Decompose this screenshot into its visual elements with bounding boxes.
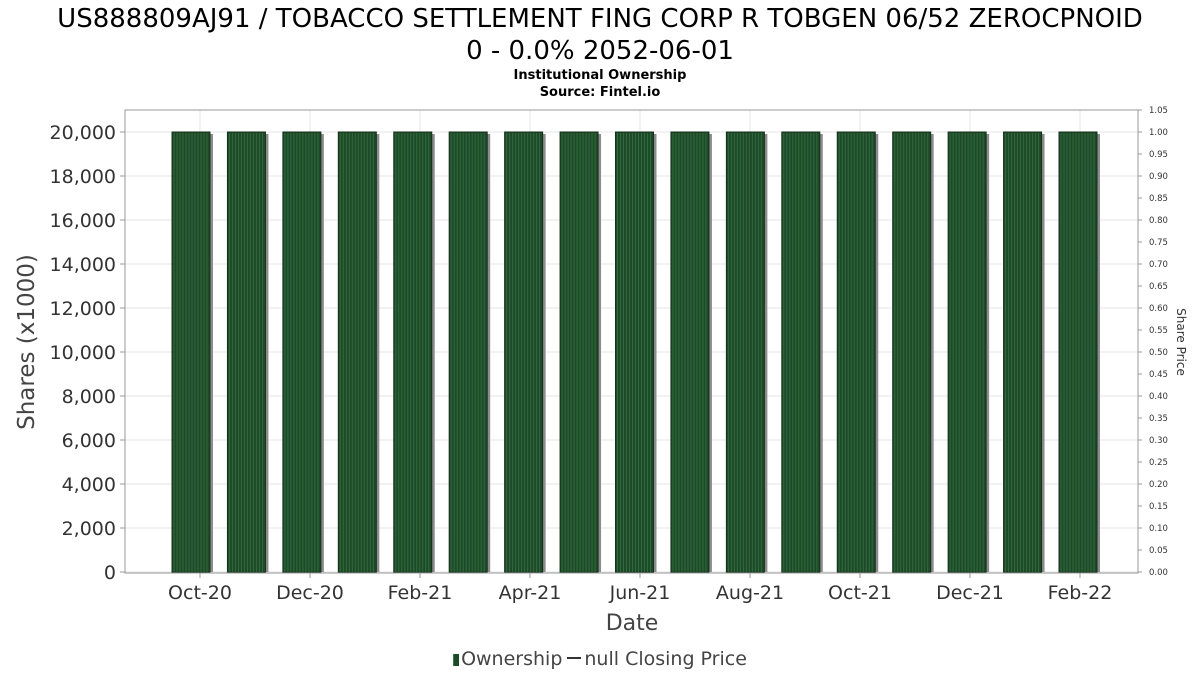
y-tick-label: 8,000 bbox=[62, 386, 116, 408]
y-tick-label: 2,000 bbox=[62, 518, 116, 540]
chart-source: Source: Fintel.io bbox=[539, 85, 661, 100]
y-tick-label: 14,000 bbox=[50, 254, 116, 276]
y2-axis-label: Share Price bbox=[1174, 308, 1188, 376]
y-axis-label: Shares (x1000) bbox=[14, 254, 40, 430]
ownership-bar bbox=[892, 131, 932, 573]
price-legend-label: null Closing Price bbox=[584, 648, 747, 670]
ownership-bar bbox=[226, 131, 266, 573]
ownership-bar bbox=[670, 131, 710, 573]
y-axis-ticks: 0 2,000 4,000 6,000 8,000 10,000 12,000 14,000 1… bbox=[50, 122, 125, 584]
ownership-bar bbox=[615, 131, 654, 573]
chart-legend: Ownership null Closing Price bbox=[0, 647, 1200, 671]
y-tick-label: 0 bbox=[104, 562, 116, 584]
ownership-bar bbox=[171, 131, 211, 573]
y-tick-label: 10,000 bbox=[50, 342, 116, 364]
chart-subtitle: Institutional Ownership bbox=[513, 68, 687, 83]
ownership-bar bbox=[1058, 131, 1098, 573]
ownership-bar bbox=[559, 131, 599, 573]
y2-tick-label: 0.15 bbox=[1149, 502, 1168, 512]
ownership-bar bbox=[504, 131, 544, 573]
y-tick-label: 12,000 bbox=[50, 298, 116, 320]
ownership-bar bbox=[393, 131, 433, 573]
x-axis-label: Date bbox=[606, 611, 659, 636]
y-tick-label: 6,000 bbox=[62, 430, 116, 452]
ownership-bar bbox=[337, 131, 377, 573]
price-legend-swatch bbox=[567, 657, 582, 659]
y-tick-label: 4,000 bbox=[62, 474, 116, 496]
y-tick-label: 20,000 bbox=[50, 122, 116, 144]
y2-tick-label: 0.55 bbox=[1149, 326, 1168, 336]
ownership-bar bbox=[781, 131, 821, 573]
y2-tick-label: 0.05 bbox=[1149, 546, 1168, 556]
y2-tick-label: 0.30 bbox=[1149, 436, 1168, 446]
chart-title-line-2: 0 - 0.0% 2052-06-01 bbox=[466, 36, 734, 66]
x-tick-label: Oct-21 bbox=[828, 582, 892, 604]
ownership-chart: 0 2,000 4,000 6,000 8,000 10,000 12,000 14,000 1… bbox=[14, 106, 1188, 636]
x-tick-label: Jun-21 bbox=[609, 582, 671, 604]
y-tick-label: 16,000 bbox=[50, 210, 116, 232]
y2-tick-label: 0.50 bbox=[1149, 348, 1168, 358]
chart-title-line-1: US888809AJ91 / TOBACCO SETTLEMENT FING C… bbox=[57, 4, 1143, 34]
y2-tick-label: 0.40 bbox=[1149, 392, 1168, 402]
y2-tick-label: 0.95 bbox=[1149, 150, 1168, 160]
ownership-bar bbox=[1003, 131, 1043, 573]
x-tick-label: Feb-22 bbox=[1048, 582, 1113, 604]
y2-tick-label: 0.65 bbox=[1149, 282, 1168, 292]
ownership-legend-swatch bbox=[453, 654, 460, 666]
x-tick-label: Dec-20 bbox=[276, 582, 344, 604]
x-tick-label: Oct-20 bbox=[168, 582, 232, 604]
x-tick-label: Dec-21 bbox=[936, 582, 1004, 604]
x-axis-ticks: Oct-20 Dec-20 Feb-21 Apr-21 Jun-21 Aug-21 Oct-… bbox=[168, 573, 1112, 604]
y2-tick-label: 0.25 bbox=[1149, 458, 1168, 468]
y2-tick-label: 0.20 bbox=[1149, 480, 1168, 490]
y2-tick-label: 0.90 bbox=[1149, 172, 1168, 182]
y-tick-label: 18,000 bbox=[50, 166, 116, 188]
x-tick-label: Aug-21 bbox=[716, 582, 784, 604]
y2-tick-label: 0.35 bbox=[1149, 414, 1168, 424]
ownership-bar bbox=[448, 131, 488, 573]
plot-area-frame bbox=[124, 109, 1139, 574]
y2-tick-label: 1.05 bbox=[1149, 106, 1168, 116]
y2-tick-label: 0.75 bbox=[1149, 238, 1168, 248]
y2-tick-label: 0.10 bbox=[1149, 524, 1168, 534]
y2-tick-label: 0.00 bbox=[1149, 568, 1168, 578]
bars bbox=[171, 131, 1100, 573]
y2-tick-label: 0.80 bbox=[1149, 216, 1168, 226]
x-tick-label: Apr-21 bbox=[499, 582, 562, 604]
x-tick-label: Feb-21 bbox=[388, 582, 453, 604]
ownership-bar bbox=[836, 131, 876, 573]
y2-tick-label: 0.45 bbox=[1149, 370, 1168, 380]
y2-tick-label: 0.70 bbox=[1149, 260, 1168, 270]
ownership-legend-label: Ownership bbox=[461, 648, 563, 670]
y2-tick-label: 0.60 bbox=[1149, 304, 1168, 314]
ownership-bar bbox=[282, 131, 322, 573]
y2-tick-label: 1.00 bbox=[1149, 128, 1168, 138]
ownership-bar bbox=[725, 131, 765, 573]
ownership-bar bbox=[947, 131, 987, 573]
y2-axis-ticks: 0.00 0.05 0.10 0.15 0.20 0.25 0.30 0.35 0.40 0.45… bbox=[1138, 106, 1168, 578]
y2-tick-label: 0.85 bbox=[1149, 194, 1168, 204]
